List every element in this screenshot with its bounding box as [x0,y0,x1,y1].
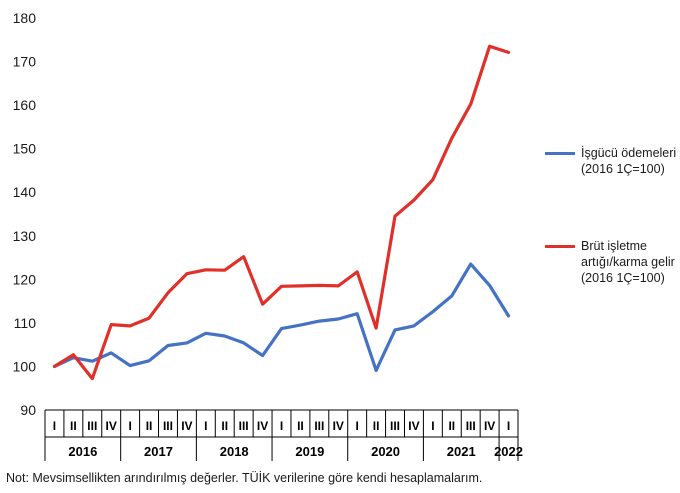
legend-item-operating-surplus: Brüt işletme artığı/karma gelir (2016 1Ç… [545,238,680,286]
year-label: 2020 [371,444,400,459]
y-tick-label: 160 [13,97,37,113]
y-tick-label: 180 [13,10,37,26]
year-label: 2017 [144,444,173,459]
quarter-label: I [128,419,131,433]
quarter-label: I [53,419,56,433]
footnote: Not: Mevsimsellikten arındırılmış değerl… [6,471,483,485]
year-label: 2016 [68,444,97,459]
quarter-label: IV [484,419,495,433]
legend-label: İşgücü ödemeleri (2016 1Ç=100) [581,146,677,176]
quarter-label: I [507,419,510,433]
y-tick-label: 100 [13,358,37,374]
quarter-label: III [87,419,97,433]
legend-item-labour-payments: İşgücü ödemeleri (2016 1Ç=100) [545,145,680,177]
quarter-label: I [356,419,359,433]
legend-swatch-blue [545,152,575,155]
quarter-label: II [297,419,304,433]
quarter-label: II [373,419,380,433]
y-tick-label: 90 [20,402,36,418]
y-tick-label: 110 [14,315,37,331]
quarter-label: III [466,419,476,433]
y-tick-label: 140 [13,184,37,200]
quarter-label: I [280,419,283,433]
year-label: 2022 [494,444,523,459]
quarter-label: III [314,419,324,433]
quarter-label: IV [257,419,268,433]
y-tick-label: 120 [13,271,37,287]
quarter-label: I [204,419,207,433]
year-label: 2021 [447,444,476,459]
quarter-label: IV [181,419,192,433]
quarter-label: II [146,419,153,433]
y-tick-label: 130 [13,228,37,244]
quarter-label: III [239,419,249,433]
year-label: 2018 [220,444,249,459]
y-tick-label: 170 [13,54,37,70]
year-label: 2019 [295,444,324,459]
quarter-label: II [448,419,455,433]
legend-label: Brüt işletme artığı/karma gelir (2016 1Ç… [581,239,675,285]
quarter-label: II [70,419,77,433]
y-tick-label: 150 [13,141,37,157]
series-line-labour-payments [52,262,511,372]
quarter-label: IV [333,419,344,433]
quarter-label: IV [106,419,117,433]
quarter-label: III [163,419,173,433]
quarter-label: IV [408,419,419,433]
quarter-label: III [390,419,400,433]
legend-swatch-red [545,245,575,248]
quarter-label: I [431,419,434,433]
quarter-label: II [221,419,228,433]
